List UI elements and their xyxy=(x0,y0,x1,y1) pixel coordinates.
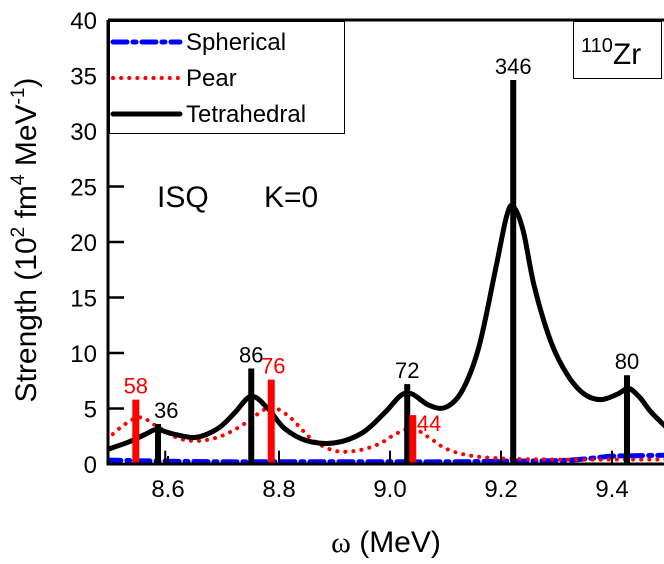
y-tick-label: 40 xyxy=(70,8,97,35)
y-title-part: Strength (10 xyxy=(10,237,43,402)
stick-label: 36 xyxy=(154,398,178,423)
legend-pear-label: Pear xyxy=(186,65,237,92)
nucleus-label: 110Zr xyxy=(573,21,662,79)
nucleus-symbol: Zr xyxy=(613,38,641,71)
stick-label: 80 xyxy=(615,349,639,374)
legend-spherical-label: Spherical xyxy=(186,29,286,56)
y-tick-label: 20 xyxy=(70,230,97,257)
y-tick-label: 0 xyxy=(84,452,97,479)
y-axis-ticks: 0 5 10 15 20 25 30 35 40 xyxy=(70,8,124,479)
stick-label: 72 xyxy=(395,358,419,383)
legend-tetrahedral-label: Tetrahedral xyxy=(186,101,306,128)
x-tick-label: 9.0 xyxy=(373,476,406,503)
x-tick-label: 8.8 xyxy=(262,476,295,503)
y-title-sup: 4 xyxy=(8,174,29,185)
k-annotation: K=0 xyxy=(264,181,318,214)
curve-pear xyxy=(109,405,664,462)
stick-label: 86 xyxy=(239,343,263,368)
curve-spherical xyxy=(109,452,664,464)
nucleus-mass: 110 xyxy=(581,35,613,57)
x-axis-title: ω (MeV) xyxy=(331,526,441,559)
y-title-sup: -1 xyxy=(8,88,29,105)
x-tick-label: 9.4 xyxy=(595,476,628,503)
nucleus-text: 110Zr xyxy=(581,35,641,71)
curves xyxy=(109,203,664,464)
stick-label: 346 xyxy=(495,54,532,79)
y-title-sup: 2 xyxy=(8,227,29,238)
y-tick-label: 30 xyxy=(70,119,97,146)
curve-tetrahedral xyxy=(109,203,664,452)
y-title-part: fm xyxy=(10,185,43,227)
y-tick-label: 10 xyxy=(70,341,97,368)
y-tick-label: 15 xyxy=(70,286,97,313)
x-tick-label: 9.2 xyxy=(484,476,517,503)
x-axis-unit: (MeV) xyxy=(359,526,441,559)
stick-label: 58 xyxy=(124,374,148,399)
x-tick-label: 8.6 xyxy=(151,476,184,503)
omega-symbol: ω xyxy=(331,526,351,559)
legend: Spherical Pear Tetrahedral xyxy=(109,21,345,134)
y-axis-title: Strength (102 fm4 MeV-1) xyxy=(8,78,43,403)
stick-label: 76 xyxy=(261,354,285,379)
y-tick-label: 5 xyxy=(84,397,97,424)
y-title-part: MeV xyxy=(10,104,43,174)
nucleus-box xyxy=(573,21,662,79)
stick-label: 44 xyxy=(417,411,441,436)
y-title-part: ) xyxy=(10,78,43,88)
x-axis-ticks: 8.6 8.8 9.0 9.2 9.4 xyxy=(151,456,629,503)
y-tick-label: 35 xyxy=(70,64,97,91)
operator-annotation: ISQ xyxy=(157,181,209,214)
y-tick-label: 25 xyxy=(70,175,97,202)
